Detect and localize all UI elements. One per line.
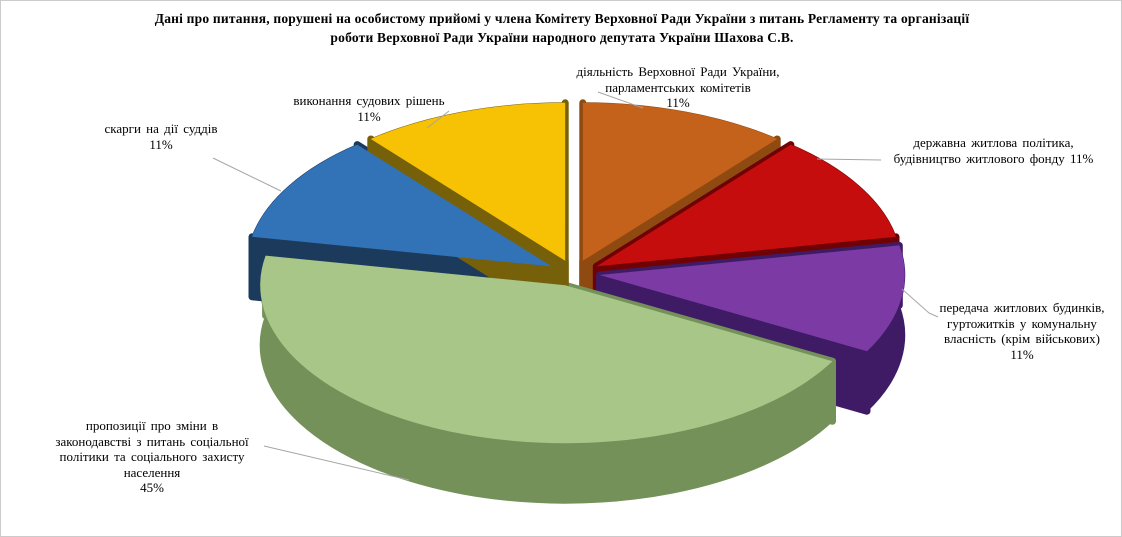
slice-label-social-legislation: пропозиції про зміни в законодавстві з п… <box>55 418 249 496</box>
pie-slice-0 <box>582 102 778 261</box>
chart-title: Дані про питання, порушені на особистому… <box>154 11 970 45</box>
pie-slice-3 <box>260 255 833 444</box>
leader-line-5 <box>426 110 450 129</box>
slice-label-housing-transfer: передача житлових будинків, гуртожитків … <box>939 300 1105 362</box>
pie-slice-5 <box>370 102 566 261</box>
leader-line-1 <box>816 158 882 161</box>
leader-line-2 <box>901 288 939 318</box>
slice-label-judge-complaints: скарги на дії суддів 11% <box>104 121 218 152</box>
leader-line-4 <box>212 157 282 192</box>
pie-slice-4 <box>252 144 552 267</box>
slice-label-parliament-activity: діяльність Верховної Ради України, парла… <box>576 64 780 111</box>
pie-slice-1 <box>596 144 896 267</box>
leader-line-0 <box>597 91 644 109</box>
leader-line-3 <box>263 445 410 481</box>
slice-label-housing-policy: державна житлова політика, будівництво ж… <box>893 135 1094 166</box>
slice-label-court-decisions: виконання судових рішень 11% <box>293 93 445 124</box>
pie-slice-2 <box>599 245 905 352</box>
